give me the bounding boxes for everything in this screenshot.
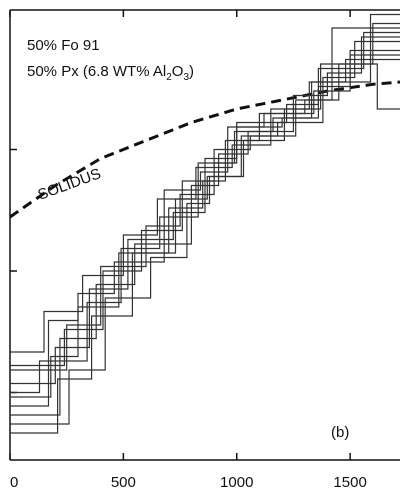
annotation-line-2-sub: 2 bbox=[166, 72, 172, 83]
annotation-line-2-suffix: ) bbox=[189, 63, 194, 80]
y-axis-ticks bbox=[10, 148, 17, 394]
step-series-9 bbox=[10, 13, 400, 394]
panel-label: (b) bbox=[331, 424, 349, 441]
x-tick-label: 0 bbox=[10, 474, 18, 491]
step-series-4 bbox=[10, 58, 400, 353]
annotation-line-2: 50% Px (6.8 WT% Al2O3) bbox=[27, 63, 194, 83]
solidus-label: SOLIDUS bbox=[36, 165, 104, 204]
data-series bbox=[9, 13, 400, 434]
step-series-5 bbox=[10, 40, 400, 425]
x-tick-label: 1500 bbox=[333, 474, 366, 491]
plot-frame bbox=[9, 9, 400, 461]
x-tick-label: 1000 bbox=[220, 474, 253, 491]
annotation-line-1: 50% Fo 91 bbox=[27, 37, 100, 54]
annotation-line-2-sub2: 3 bbox=[183, 72, 189, 83]
x-tick-label: 500 bbox=[111, 474, 136, 491]
step-series-3 bbox=[10, 36, 400, 416]
step-series-10 bbox=[10, 63, 400, 434]
x-axis-ticks: 0 500 1000 1500 bbox=[9, 10, 367, 491]
step-series-6 bbox=[10, 31, 400, 385]
step-series-7 bbox=[10, 54, 400, 407]
annotation-line-2-prefix: 50% Px (6.8 WT% Al bbox=[27, 63, 166, 80]
annotation-line-2-mid: O bbox=[172, 63, 184, 80]
